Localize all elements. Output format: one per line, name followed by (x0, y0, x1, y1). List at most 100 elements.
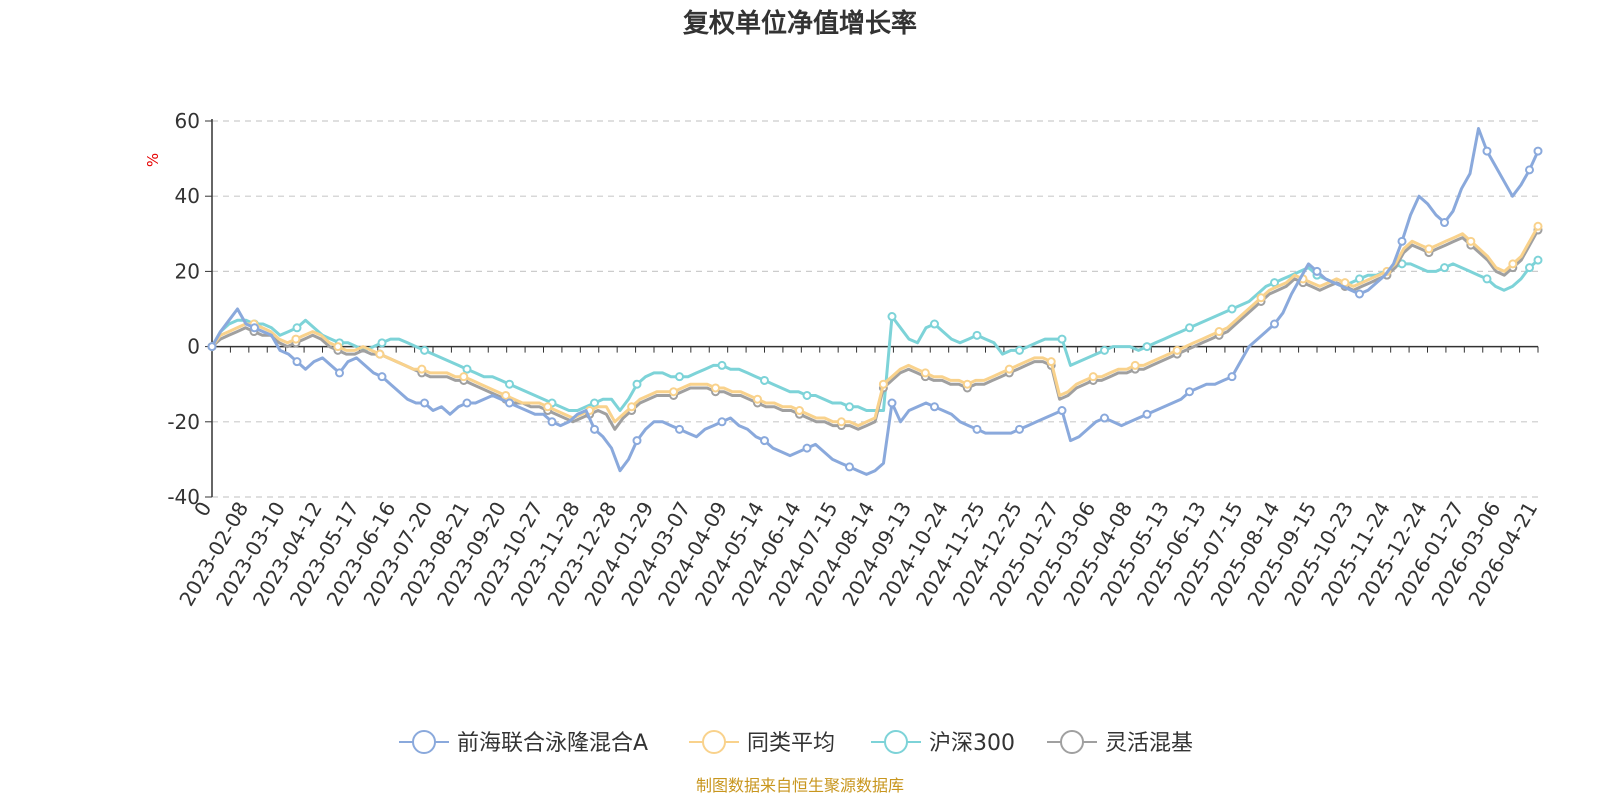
data-point (1046, 357, 1056, 367)
data-point (1525, 263, 1534, 273)
data-point (1312, 266, 1322, 276)
x-axis: 02023-02-082023-03-102023-04-122023-05-1… (174, 345, 1542, 610)
data-point (1482, 274, 1492, 284)
data-point (1142, 409, 1152, 419)
data-point (1440, 218, 1449, 228)
data-point (1424, 244, 1434, 254)
data-point (590, 398, 599, 408)
data-point (1015, 424, 1024, 434)
data-point (291, 334, 301, 344)
data-point (711, 383, 721, 393)
data-source-note: 制图数据来自恒生聚源数据库 (696, 776, 904, 795)
data-point (1015, 345, 1024, 355)
legend-marker-icon (702, 730, 726, 754)
legend-marker-icon (884, 730, 908, 754)
x-tick-label: 0 (189, 498, 216, 521)
data-point (292, 323, 302, 333)
y-tick-label: 60 (175, 109, 200, 133)
legend-marker-icon (412, 730, 436, 754)
y-tick-label: -20 (167, 410, 200, 434)
data-point (590, 424, 599, 434)
data-point (1466, 236, 1476, 246)
data-point (760, 436, 769, 446)
gridlines (212, 120, 1538, 498)
data-point (335, 368, 344, 378)
data-point (333, 342, 343, 352)
data-point (675, 424, 684, 434)
data-point (1256, 293, 1266, 303)
y-axis: -40 -20 0 20 40 60 (167, 109, 213, 509)
data-point (1270, 319, 1279, 329)
legend-label: 同类平均 (747, 731, 835, 756)
y-tick-label: 20 (175, 259, 200, 283)
data-point (1088, 372, 1098, 382)
data-point (632, 436, 642, 446)
series-line (211, 229, 1540, 431)
data-point (802, 390, 812, 400)
y-axis-unit-label: % (144, 153, 162, 167)
series-layer (207, 127, 1543, 476)
legend-item-0[interactable]: 前海联合泳隆混合A (399, 730, 648, 756)
data-point (462, 398, 472, 408)
data-point (669, 387, 679, 397)
data-point (878, 379, 888, 389)
data-point (420, 345, 429, 355)
y-tick-label: -40 (167, 485, 200, 509)
data-point (887, 312, 897, 322)
data-point (1214, 327, 1224, 337)
data-point (1185, 323, 1194, 333)
data-point (845, 462, 854, 472)
data-point (1100, 413, 1109, 423)
legend-item-1[interactable]: 同类平均 (689, 730, 835, 756)
data-point (377, 372, 387, 382)
series-line (210, 225, 1540, 428)
data-point (505, 398, 514, 408)
data-point (501, 390, 511, 400)
data-point (459, 372, 469, 382)
data-point (1533, 255, 1543, 265)
data-point (417, 364, 427, 374)
data-point (1533, 221, 1543, 231)
data-point (505, 379, 514, 389)
legend-label: 灵活混基 (1105, 731, 1193, 756)
data-point (887, 398, 897, 408)
legend-item-2[interactable]: 沪深300 (871, 730, 1015, 756)
data-point (377, 338, 387, 348)
data-point (1004, 364, 1014, 374)
data-point (292, 357, 302, 367)
legend-marker-icon (1060, 730, 1084, 754)
data-point (1185, 387, 1194, 397)
data-point (1227, 304, 1237, 314)
data-point (1057, 334, 1067, 344)
data-point (1397, 236, 1407, 246)
data-point (1227, 372, 1237, 382)
data-point (1355, 289, 1364, 299)
data-point (962, 379, 972, 389)
data-point (1172, 345, 1182, 355)
data-point (543, 402, 553, 412)
data-point (1057, 406, 1067, 416)
data-point (717, 417, 727, 427)
chart-title: 复权单位净值增长率 (683, 8, 917, 39)
y-tick-label: 0 (187, 335, 200, 359)
data-point (462, 364, 472, 374)
series-2 (207, 255, 1543, 412)
data-point (753, 394, 763, 404)
data-point (930, 402, 939, 412)
data-point (972, 330, 982, 340)
data-point (930, 319, 939, 329)
legend[interactable]: 前海联合泳隆混合A 同类平均 沪深300 灵活混基 (399, 730, 1193, 756)
data-point (627, 402, 637, 412)
data-point (1130, 360, 1140, 370)
data-point (802, 443, 812, 453)
legend-label: 前海联合泳隆混合A (457, 731, 648, 756)
data-point (1508, 259, 1518, 269)
data-point (845, 402, 854, 412)
data-point (250, 323, 259, 333)
legend-item-3[interactable]: 灵活混基 (1047, 730, 1193, 756)
series-1 (207, 221, 1543, 428)
data-point (1440, 263, 1449, 273)
data-point (547, 417, 557, 427)
data-point (632, 379, 642, 389)
